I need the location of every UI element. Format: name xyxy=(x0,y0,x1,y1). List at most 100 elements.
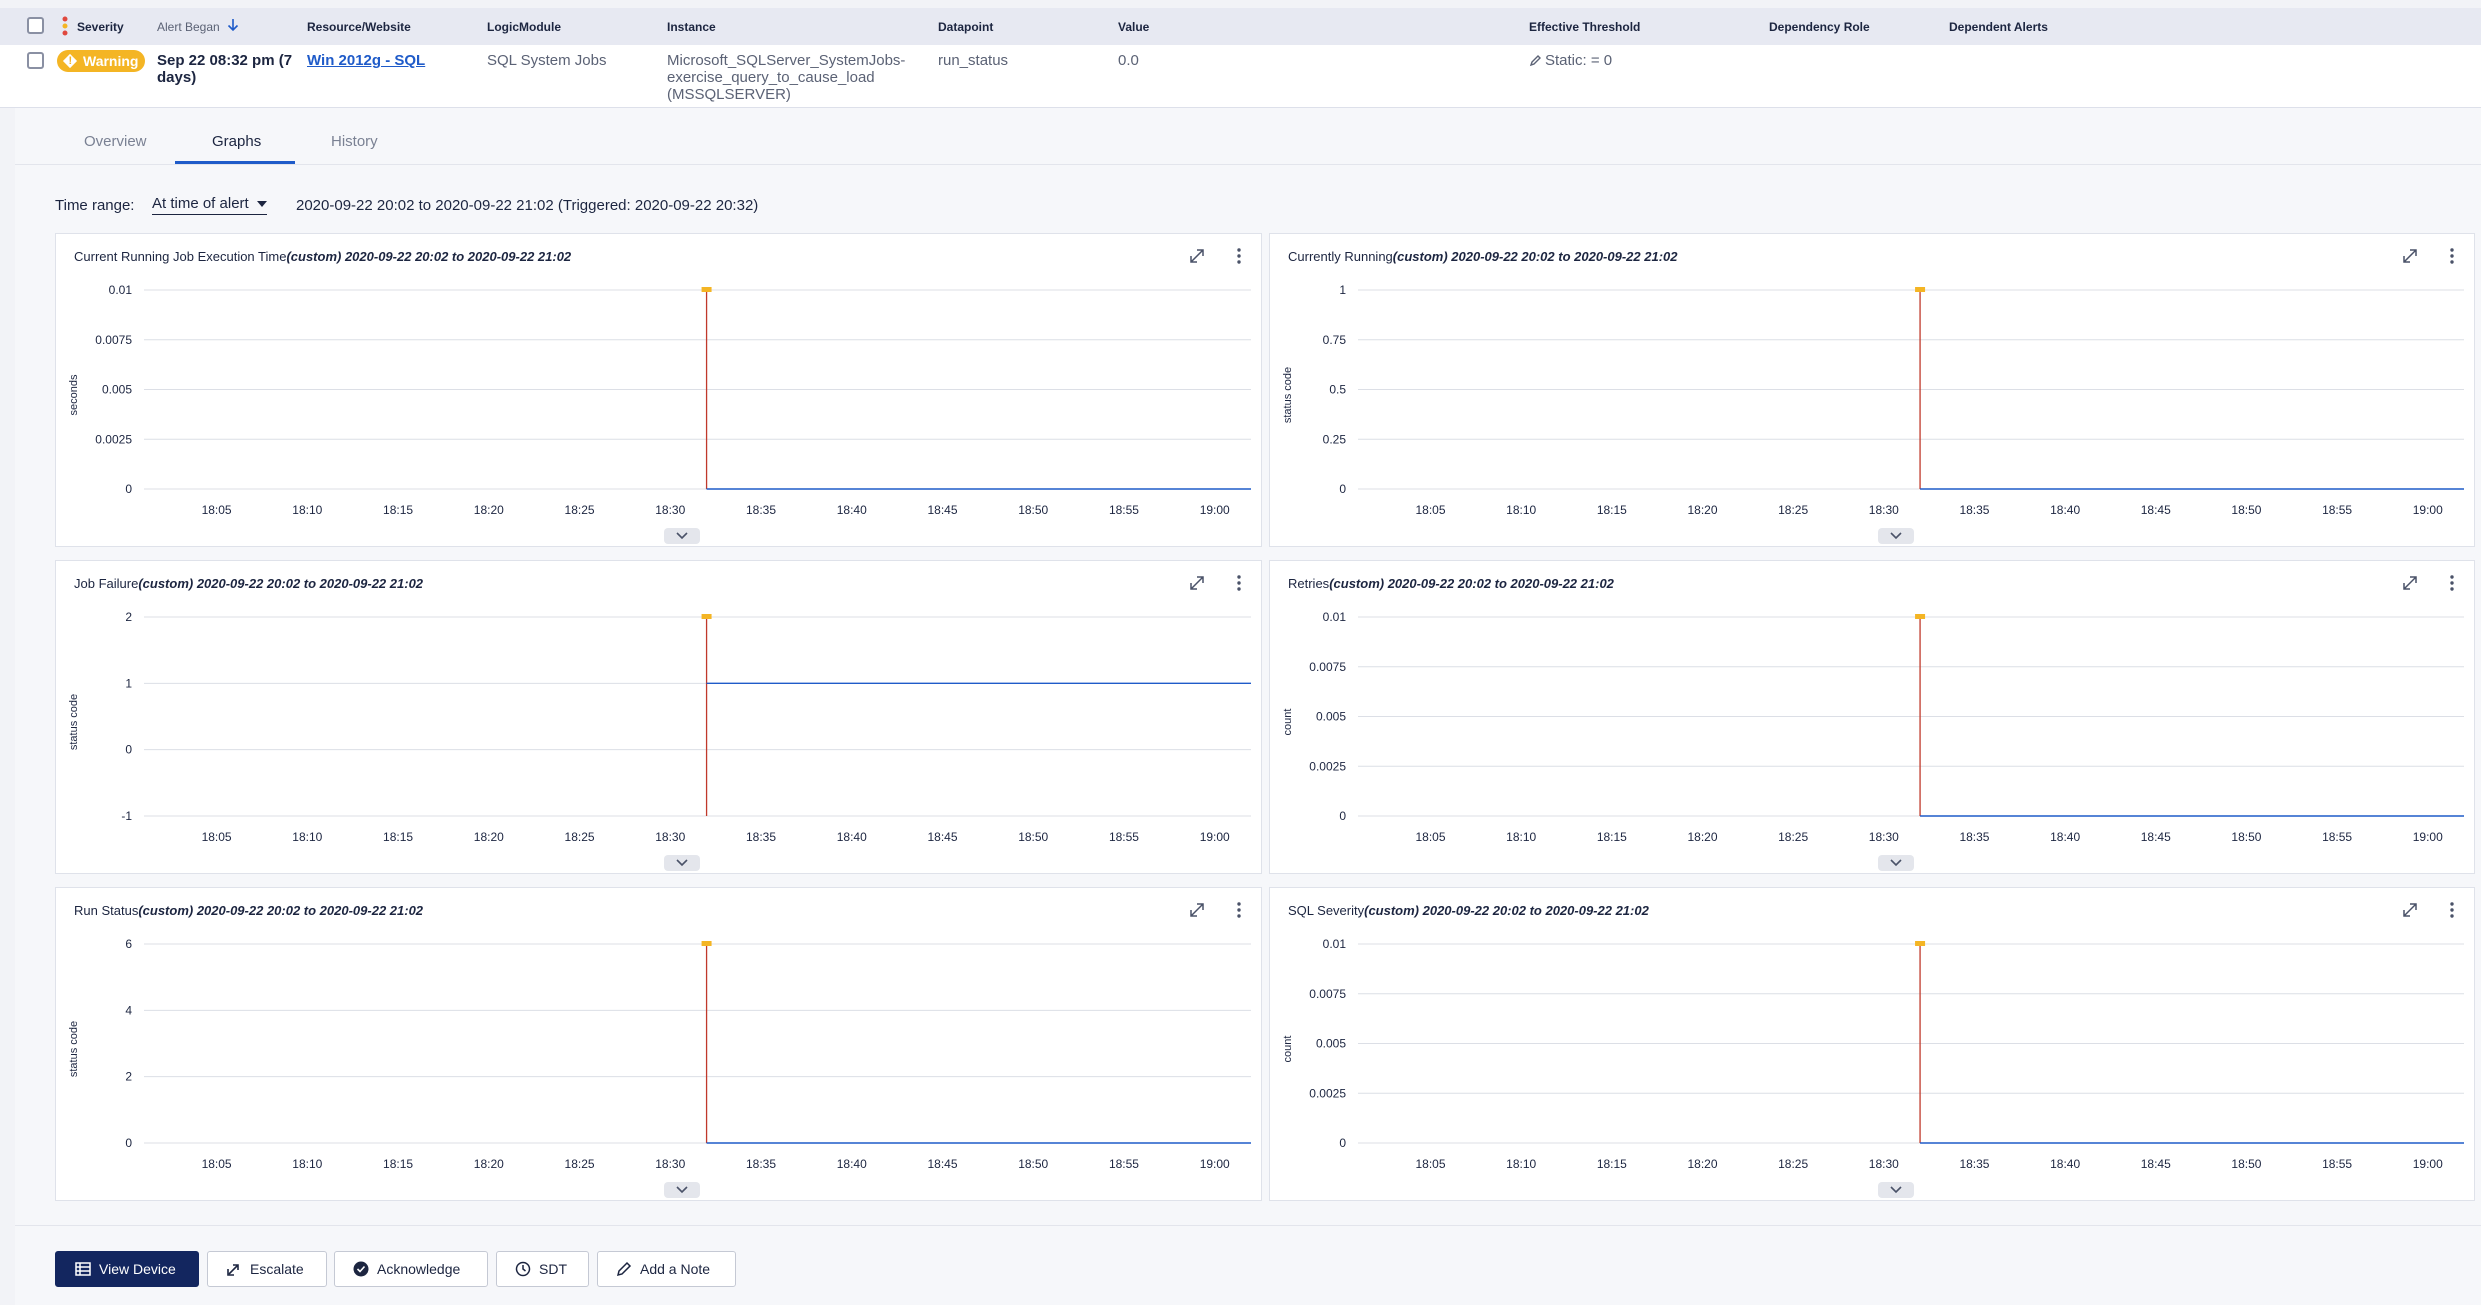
sort-descending-icon[interactable] xyxy=(227,18,239,32)
col-effective-threshold[interactable]: Effective Threshold xyxy=(1529,20,1641,34)
x-tick-label: 18:40 xyxy=(2050,503,2080,517)
more-options-icon[interactable] xyxy=(2442,246,2462,266)
x-tick-label: 18:05 xyxy=(202,830,232,844)
x-tick-label: 18:45 xyxy=(927,1157,957,1171)
collapse-chevron-icon[interactable] xyxy=(664,855,701,871)
alert-row[interactable] xyxy=(0,45,2481,108)
y-tick-label: 0.0075 xyxy=(1309,987,1346,1001)
more-options-icon[interactable] xyxy=(2442,900,2462,920)
x-tick-label: 18:30 xyxy=(655,503,685,517)
tab-overview[interactable]: Overview xyxy=(84,133,147,150)
x-tick-label: 18:35 xyxy=(1959,830,1989,844)
x-tick-label: 18:45 xyxy=(927,503,957,517)
tab-graphs[interactable]: Graphs xyxy=(212,133,262,150)
y-tick-label: 2 xyxy=(125,1070,132,1084)
acknowledge-button[interactable]: Acknowledge xyxy=(334,1251,488,1287)
x-tick-label: 19:00 xyxy=(2413,503,2443,517)
collapse-chevron-icon[interactable] xyxy=(1877,528,1914,544)
col-resource[interactable]: Resource/Website xyxy=(307,20,411,34)
graph-title: Retries(custom) 2020-09-22 20:02 to 2020… xyxy=(1288,576,1614,591)
alert-began-value: Sep 22 08:32 pm (7 days) xyxy=(157,52,293,86)
x-tick-label: 18:10 xyxy=(1506,503,1536,517)
pencil-icon xyxy=(616,1261,632,1277)
x-tick-label: 18:20 xyxy=(1687,503,1717,517)
x-tick-label: 18:45 xyxy=(927,830,957,844)
resource-link[interactable]: Win 2012g - SQL xyxy=(307,52,426,69)
time-range-value: 2020-09-22 20:02 to 2020-09-22 21:02 (Tr… xyxy=(296,197,759,214)
severity-sort-icon[interactable] xyxy=(62,16,68,36)
y-tick-label: 0.0075 xyxy=(95,333,132,347)
x-tick-label: 18:05 xyxy=(202,1157,232,1171)
sdt-button[interactable]: SDT xyxy=(496,1251,589,1287)
x-tick-label: 18:15 xyxy=(1597,503,1627,517)
collapse-chevron-icon[interactable] xyxy=(1877,855,1914,871)
pencil-icon[interactable] xyxy=(1529,54,1542,67)
graph-title: Job Failure(custom) 2020-09-22 20:02 to … xyxy=(74,576,424,591)
x-tick-label: 18:20 xyxy=(1687,830,1717,844)
x-tick-label: 19:00 xyxy=(2413,1157,2443,1171)
col-severity[interactable]: Severity xyxy=(77,20,124,34)
graph-card: Currently Running(custom) 2020-09-22 20:… xyxy=(1269,233,2475,547)
expand-icon[interactable] xyxy=(1187,900,1207,920)
x-tick-label: 18:10 xyxy=(1506,830,1536,844)
graph-title: SQL Severity(custom) 2020-09-22 20:02 to… xyxy=(1288,903,1649,918)
x-tick-label: 18:30 xyxy=(655,1157,685,1171)
y-tick-label: 0.0025 xyxy=(1309,759,1346,773)
expand-icon[interactable] xyxy=(2400,573,2420,593)
y-tick-label: 0.5 xyxy=(1329,383,1346,397)
x-tick-label: 18:40 xyxy=(837,503,867,517)
expand-icon[interactable] xyxy=(1187,246,1207,266)
y-tick-label: 0 xyxy=(125,1136,132,1150)
y-tick-label: -1 xyxy=(121,809,132,823)
x-tick-label: 18:55 xyxy=(2322,830,2352,844)
alert-marker xyxy=(1915,287,1926,292)
x-tick-label: 18:50 xyxy=(2231,830,2261,844)
add-note-button[interactable]: Add a Note xyxy=(597,1251,736,1287)
x-tick-label: 18:30 xyxy=(655,830,685,844)
more-options-icon[interactable] xyxy=(2442,573,2462,593)
logicmodule-value: SQL System Jobs xyxy=(487,52,607,69)
col-dependency-role[interactable]: Dependency Role xyxy=(1769,20,1870,34)
x-tick-label: 18:30 xyxy=(1869,830,1899,844)
y-tick-label: 1 xyxy=(1339,283,1346,297)
time-range-dropdown[interactable]: At time of alert xyxy=(152,195,267,215)
time-range-label: Time range: xyxy=(55,197,135,214)
y-tick-label: 0.01 xyxy=(1323,610,1347,624)
x-tick-label: 18:35 xyxy=(1959,503,1989,517)
x-tick-label: 18:50 xyxy=(2231,503,2261,517)
col-logicmodule[interactable]: LogicModule xyxy=(487,20,561,34)
expand-icon[interactable] xyxy=(2400,246,2420,266)
expand-icon[interactable] xyxy=(1187,573,1207,593)
more-options-icon[interactable] xyxy=(1229,900,1249,920)
y-tick-label: 0 xyxy=(1339,809,1346,823)
escalate-icon xyxy=(227,1264,239,1276)
tab-history[interactable]: History xyxy=(331,133,378,150)
escalate-button[interactable]: Escalate xyxy=(207,1251,327,1287)
expand-icon[interactable] xyxy=(2400,900,2420,920)
x-tick-label: 18:25 xyxy=(1778,503,1808,517)
x-tick-label: 18:20 xyxy=(474,1157,504,1171)
graph-plot: 0.01 0.0075 0.005 0.0025 0 18:05 18:10 18:15 18:… xyxy=(1309,937,2464,1171)
x-tick-label: 18:50 xyxy=(1018,830,1048,844)
row-checkbox[interactable] xyxy=(27,52,44,69)
y-tick-label: 6 xyxy=(125,937,132,951)
col-value[interactable]: Value xyxy=(1118,20,1150,34)
x-tick-label: 18:30 xyxy=(1869,503,1899,517)
x-tick-label: 19:00 xyxy=(1200,830,1230,844)
col-instance[interactable]: Instance xyxy=(667,20,716,34)
x-tick-label: 18:05 xyxy=(1416,830,1446,844)
col-dependent-alerts[interactable]: Dependent Alerts xyxy=(1949,20,2048,34)
col-alert-began[interactable]: Alert Began xyxy=(157,20,220,34)
view-device-button[interactable]: View Device xyxy=(55,1251,199,1287)
y-tick-label: 0.01 xyxy=(1323,937,1347,951)
clock-icon xyxy=(515,1261,531,1277)
more-options-icon[interactable] xyxy=(1229,246,1249,266)
select-all-checkbox[interactable] xyxy=(27,17,44,34)
y-tick-label: 0.005 xyxy=(1316,710,1346,724)
collapse-chevron-icon[interactable] xyxy=(664,1182,701,1198)
alert-table-header xyxy=(0,8,2481,45)
more-options-icon[interactable] xyxy=(1229,573,1249,593)
col-datapoint[interactable]: Datapoint xyxy=(938,20,994,34)
collapse-chevron-icon[interactable] xyxy=(664,528,701,544)
collapse-chevron-icon[interactable] xyxy=(1877,1182,1914,1198)
